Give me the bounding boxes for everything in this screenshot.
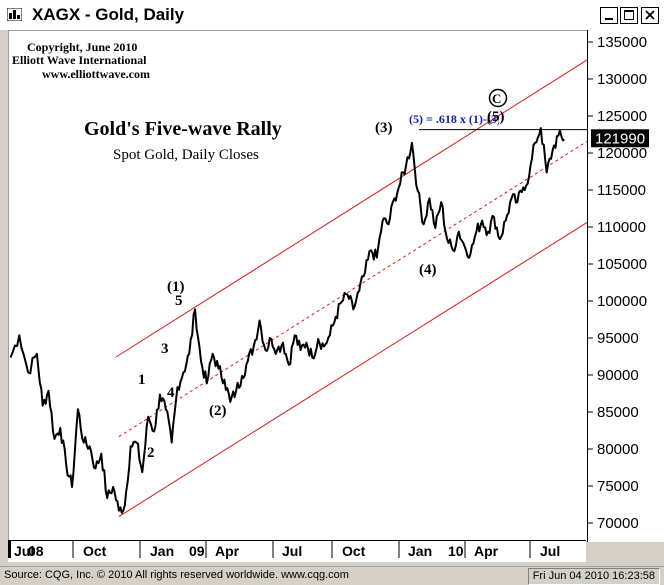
- wave-label-sub4: 4: [167, 385, 175, 401]
- trend-channel: [115, 10, 664, 518]
- x-tick-label: Oct: [83, 543, 107, 559]
- maximize-icon: [624, 10, 634, 20]
- maximize-button[interactable]: [620, 7, 638, 24]
- chart-subtitle: Spot Gold, Daily Closes: [113, 147, 259, 163]
- x-tick-label: Apr: [474, 543, 499, 559]
- y-tick-label: 135000: [597, 34, 647, 51]
- last-price-box: [591, 129, 649, 148]
- wave-label-c: C: [492, 91, 501, 106]
- y-axis-svg: 135000 130000 125000 120000 115000 110000 1050…: [587, 30, 649, 542]
- gold-price-line: [9, 127, 565, 514]
- price-axis[interactable]: 135000 130000 125000 120000 115000 110000 1050…: [587, 30, 664, 542]
- wave-c-circle: [488, 88, 508, 108]
- channel-upper-line: [115, 10, 664, 358]
- x-tick-label: Oct: [342, 543, 366, 559]
- window-title: XAGX - Gold, Daily: [32, 5, 185, 24]
- last-price-label: 121990: [595, 130, 645, 147]
- wave-label-3: (3): [375, 120, 393, 136]
- x-tick-label: 10: [448, 543, 464, 559]
- y-tick-label: 100000: [597, 293, 647, 310]
- x-tick-label: Jan: [150, 543, 174, 559]
- y-tick-label: 125000: [597, 108, 647, 125]
- status-bar: Source: CQG, Inc. © 2010 All rights rese…: [0, 566, 664, 585]
- fib-note-clip: (5) = .618 x (1)-(3): [409, 112, 501, 126]
- y-tick-label: 130000: [597, 71, 647, 88]
- plot-area[interactable]: Copyright, June 2010 Elliott Wave Intern…: [8, 10, 664, 541]
- title-bar[interactable]: XAGX - Gold, Daily: [0, 0, 664, 30]
- wave-label-sub2: 2: [147, 445, 155, 461]
- fib-note: (5) = .618 x (1)-(3): [409, 112, 501, 126]
- x-tick-label: Jul: [14, 543, 34, 559]
- minimize-button[interactable]: [600, 7, 618, 24]
- x-tick-label: Jan: [408, 543, 432, 559]
- x-tick-label: Apr: [215, 543, 240, 559]
- wave-label-4: (4): [419, 262, 437, 278]
- status-source: Source: CQG, Inc. © 2010 All rights rese…: [4, 569, 349, 581]
- y-tick-label: 120000: [597, 145, 647, 162]
- wave-label-1: (1): [167, 279, 185, 295]
- x-tick-label: 09: [189, 543, 205, 559]
- wave-label-2: (2): [209, 403, 227, 419]
- time-axis[interactable]: Jul 08 Oct Jan 09 Apr Jul Oct Jan 10 Apr Jul: [8, 540, 586, 562]
- channel-lower-line: [118, 173, 664, 518]
- status-clock: Fri Jun 04 2010 16:23:58: [527, 568, 660, 585]
- x-tick-label: 08: [28, 543, 44, 559]
- y-tick-label: 95000: [597, 330, 639, 347]
- minimize-icon: [605, 18, 613, 20]
- y-tick-label: 85000: [597, 404, 639, 421]
- x-tick-label: Jul: [540, 543, 560, 559]
- chart-title: Gold's Five-wave Rally: [84, 118, 282, 140]
- x-tick-label: Jul: [282, 543, 302, 559]
- y-tick-label: 110000: [597, 219, 646, 236]
- wave-label-5: (5): [487, 109, 505, 125]
- y-tick-label: 90000: [597, 367, 639, 384]
- copyright-line-3: www.elliottwave.com: [42, 67, 150, 81]
- y-tick-label: 115000: [597, 182, 646, 199]
- wave-label-sub1: 1: [138, 372, 146, 388]
- wave-label-sub5: 5: [175, 293, 183, 309]
- close-icon: [645, 10, 655, 20]
- copyright-line-2: Elliott Wave International: [12, 53, 147, 67]
- price-chart[interactable]: Copyright, June 2010 Elliott Wave Intern…: [9, 10, 664, 541]
- y-tick-label: 75000: [597, 478, 639, 495]
- wave-label-sub3: 3: [161, 341, 169, 357]
- y-tick-label: 80000: [597, 441, 639, 458]
- y-tick-label: 105000: [597, 256, 647, 273]
- y-tick-label: 70000: [597, 515, 639, 532]
- copyright-line-1: Copyright, June 2010: [27, 40, 137, 54]
- close-button[interactable]: [641, 7, 659, 24]
- chart-app-icon: [7, 8, 22, 21]
